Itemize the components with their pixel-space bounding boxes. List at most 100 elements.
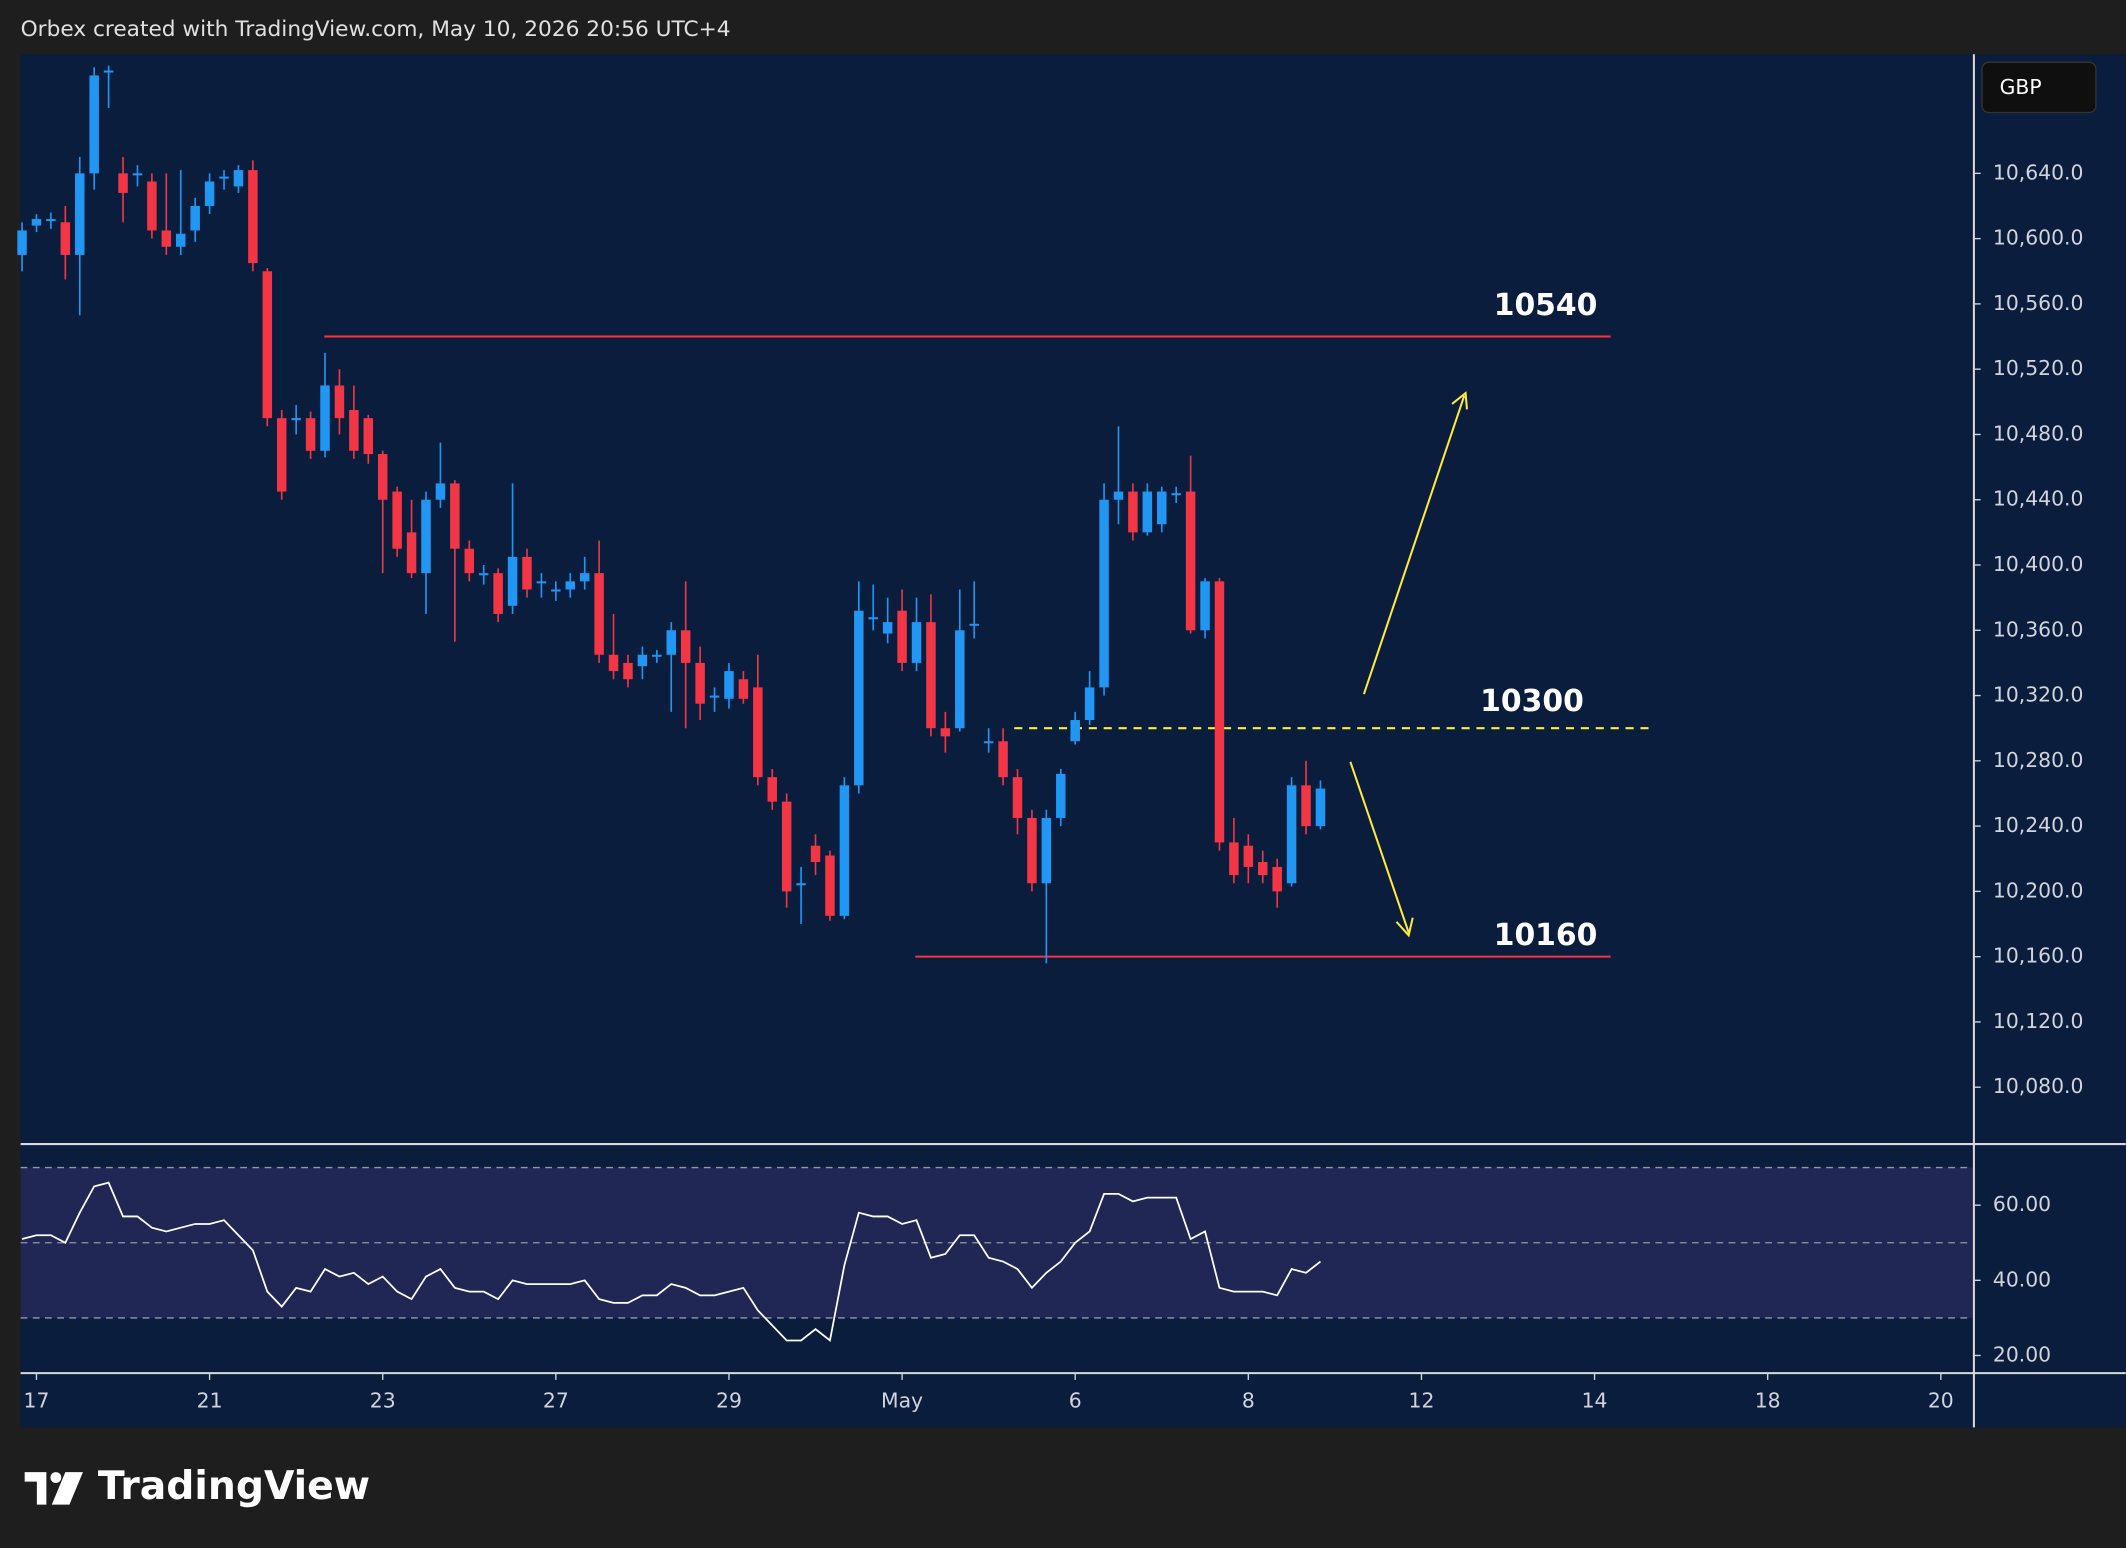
candle-body (608, 654, 619, 672)
logo-part (24, 1472, 47, 1505)
x-tick-label: 12 (1409, 1389, 1435, 1413)
candle-body (248, 170, 258, 264)
level-label: 10160 (1494, 918, 1598, 953)
candle-body (911, 622, 922, 663)
candle-body (1258, 862, 1268, 876)
logo-part (51, 1472, 83, 1505)
logo-part (50, 1472, 62, 1483)
candle-body (868, 617, 878, 620)
plot-area (20, 54, 1973, 1428)
candle-body (89, 75, 99, 174)
y-tick-label: 10,320.0 (1993, 683, 2084, 707)
candle-body (579, 573, 590, 582)
candle-body (594, 573, 604, 655)
candle-body (854, 610, 864, 786)
candle-body (1315, 788, 1326, 827)
candle-body (190, 205, 200, 231)
header: Orbex created with TradingView.com, May … (21, 17, 731, 42)
y-tick-label: 10,520.0 (1993, 356, 2084, 380)
y-tick-label: 10,200.0 (1993, 878, 2084, 902)
y-tick-label: 10,400.0 (1993, 552, 2084, 576)
candle-body (623, 662, 633, 680)
candle-body (825, 855, 835, 916)
rsi-tick-label: 20.00 (1993, 1342, 2051, 1366)
currency: GBP (2000, 75, 2042, 99)
candle-body (983, 741, 994, 744)
x-tick-label: 27 (543, 1389, 569, 1413)
candle-body (753, 687, 763, 778)
candle-body (1027, 817, 1037, 884)
candle-body (1084, 687, 1095, 721)
candle-body (522, 556, 532, 590)
candle-body (680, 630, 691, 663)
rsi-tick-label: 60.00 (1993, 1192, 2051, 1216)
candle-body (507, 556, 518, 606)
candle-body (897, 610, 907, 663)
candle-body (493, 573, 503, 614)
candle-body (1171, 493, 1181, 496)
y-tick-label: 10,280.0 (1993, 748, 2084, 772)
x-tick-label: May (881, 1389, 923, 1413)
candle-body (1142, 491, 1153, 533)
rsi-tick-label: 40.00 (1993, 1267, 2051, 1291)
candle-body (406, 532, 417, 574)
candle-body (31, 219, 42, 226)
candle-body (1041, 817, 1052, 884)
x-tick-label: 20 (1928, 1389, 1954, 1413)
level-label: 10540 (1494, 288, 1598, 323)
candle-body (1070, 720, 1080, 742)
y-tick-label: 10,640.0 (1993, 160, 2084, 184)
candle-body (17, 230, 27, 255)
candle-body (233, 170, 244, 187)
candle-body (1185, 491, 1196, 631)
arrow-down (1349, 761, 1410, 933)
candle-body (565, 581, 576, 590)
candle-body (1243, 845, 1254, 867)
rsi-line (21, 1181, 1322, 1343)
level-label: 10300 (1480, 684, 1584, 719)
candle-body (276, 418, 287, 492)
x-tick-label: 6 (1069, 1389, 1082, 1413)
candle-body (176, 233, 186, 247)
x-tick-label: 14 (1582, 1389, 1608, 1413)
candle-body (724, 671, 734, 699)
candle-body (1099, 499, 1109, 688)
candle-body (103, 70, 114, 73)
candle-body (363, 418, 374, 455)
candle-body (161, 230, 172, 247)
candle-body (118, 173, 128, 193)
candle-body (377, 454, 388, 500)
candle-body (421, 499, 431, 574)
candle-body (75, 173, 85, 255)
x-tick-label: 21 (197, 1389, 223, 1413)
candle-body (1286, 785, 1297, 884)
x-tick-label: 29 (716, 1389, 742, 1413)
candle-body (147, 181, 157, 231)
candle-body (695, 662, 705, 704)
candle-body (536, 581, 547, 584)
candle-body (450, 483, 460, 549)
y-tick-label: 10,600.0 (1993, 226, 2084, 250)
candle-body (46, 219, 56, 222)
candle-body (796, 883, 806, 886)
candle-body (1128, 491, 1138, 533)
candle-body (305, 418, 316, 451)
candle-body (60, 222, 71, 255)
candle-body (1272, 866, 1282, 892)
candle-body (955, 630, 965, 729)
candle-body (839, 785, 850, 916)
y-tick-label: 10,160.0 (1993, 944, 2084, 968)
x-tick-label: 23 (370, 1389, 396, 1413)
arrows (1349, 391, 1468, 938)
candle-body (637, 654, 648, 667)
candle-body (666, 630, 676, 655)
candle-body (969, 623, 979, 626)
candle-body (262, 271, 273, 419)
candle-body (926, 622, 936, 729)
candle-body (219, 176, 229, 179)
x-tick-label: 18 (1755, 1389, 1781, 1413)
candle-body (781, 801, 792, 892)
brand: TradingView (98, 1464, 370, 1509)
candle-body (1113, 491, 1124, 500)
